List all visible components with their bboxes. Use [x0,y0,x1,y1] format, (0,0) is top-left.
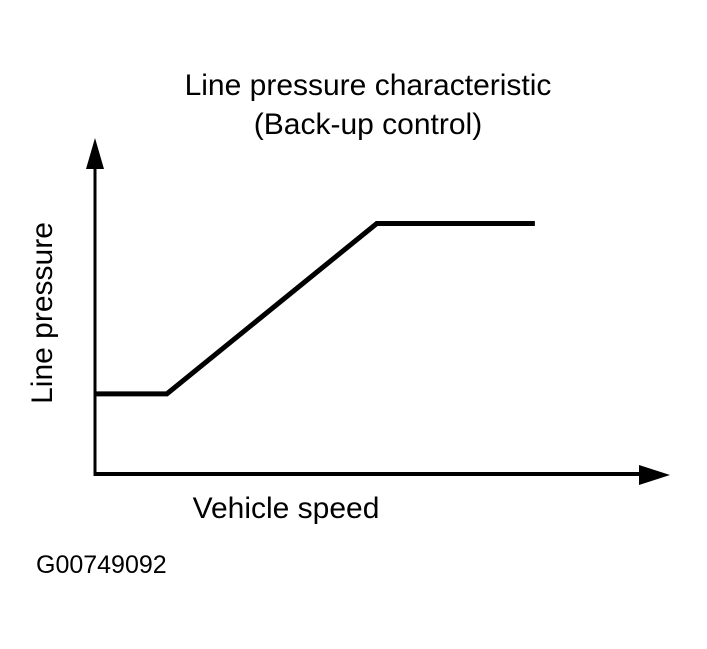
chart-title-line1: Line pressure characteristic [184,69,552,102]
pressure-curve [95,221,535,397]
x-axis-arrowhead-icon [639,465,670,485]
y-axis-arrowhead-icon [86,138,104,169]
figure-id: G00749092 [36,551,167,579]
chart-title-line2: (Back-up control) [253,108,483,141]
x-axis-label: Vehicle speed [192,492,380,525]
chart-title: Line pressure characteristic (Back-up co… [185,66,552,144]
y-axis-label: Line pressure [26,222,59,404]
